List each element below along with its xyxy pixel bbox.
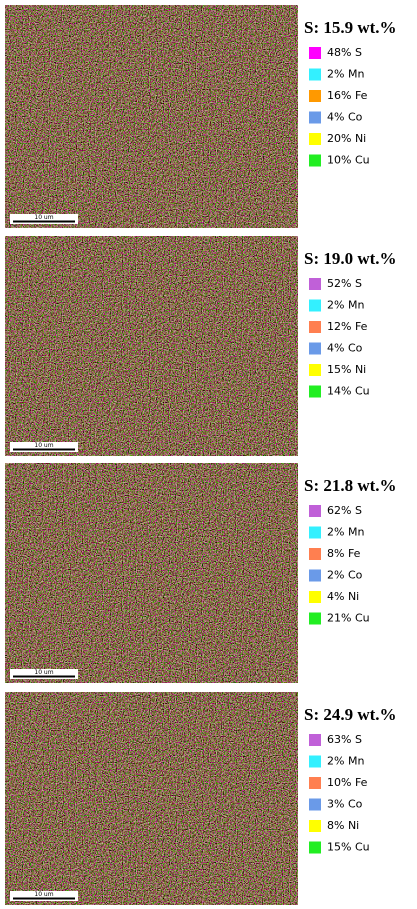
panel-title: S: 15.9 wt.% bbox=[304, 18, 397, 37]
legend-label: 62% S bbox=[327, 504, 362, 517]
scale-bar-label: 10 um bbox=[34, 891, 53, 898]
legend-label: 21% Cu bbox=[327, 612, 370, 625]
legend-label: 8% Fe bbox=[327, 547, 361, 560]
legend-label: 4% Ni bbox=[327, 590, 359, 603]
legend-label: 3% Co bbox=[327, 798, 363, 811]
legend-swatch bbox=[309, 112, 321, 124]
legend-label: 48% S bbox=[327, 46, 362, 59]
legend-label: 14% Cu bbox=[327, 385, 370, 398]
legend-label: 2% Co bbox=[327, 569, 363, 582]
legend-swatch bbox=[309, 570, 321, 582]
legend-label: 15% Cu bbox=[327, 841, 370, 854]
scale-bar-label: 10 um bbox=[34, 442, 53, 449]
page: 10 um S: 15.9 wt.% 48% S 2% Mn 16% Fe 4% Co 20… bbox=[0, 0, 417, 909]
legend-swatch bbox=[309, 591, 321, 603]
legend-swatch bbox=[309, 155, 321, 167]
legend-swatch bbox=[309, 548, 321, 560]
figure: 10 um S: 15.9 wt.% 48% S 2% Mn 16% Fe 4% Co 20… bbox=[0, 0, 417, 909]
legend-label: 2% Mn bbox=[327, 526, 364, 539]
legend-label: 20% Ni bbox=[327, 132, 366, 145]
eds-map bbox=[5, 692, 298, 905]
legend-swatch bbox=[309, 613, 321, 625]
legend-label: 15% Ni bbox=[327, 363, 366, 376]
eds-map bbox=[5, 5, 298, 228]
legend-label: 4% Co bbox=[327, 111, 363, 124]
legend-swatch bbox=[309, 90, 321, 102]
legend-swatch bbox=[309, 47, 321, 59]
legend-label: 16% Fe bbox=[327, 89, 368, 102]
legend-swatch bbox=[309, 820, 321, 832]
legend-label: 63% S bbox=[327, 733, 362, 746]
legend-swatch bbox=[309, 300, 321, 312]
legend-label: 10% Cu bbox=[327, 154, 370, 167]
legend-swatch bbox=[309, 842, 321, 854]
legend-label: 8% Ni bbox=[327, 819, 359, 832]
legend-label: 12% Fe bbox=[327, 320, 368, 333]
legend-swatch bbox=[309, 756, 321, 768]
legend-label: 2% Mn bbox=[327, 68, 364, 81]
legend-label: 2% Mn bbox=[327, 299, 364, 312]
legend-swatch bbox=[309, 505, 321, 517]
legend-swatch bbox=[309, 133, 321, 145]
legend-swatch bbox=[309, 278, 321, 290]
legend-swatch bbox=[309, 321, 321, 333]
scale-bar-label: 10 um bbox=[34, 669, 53, 676]
panel-title: S: 21.8 wt.% bbox=[304, 476, 397, 495]
legend-swatch bbox=[309, 777, 321, 789]
legend-label: 52% S bbox=[327, 277, 362, 290]
eds-map bbox=[5, 463, 298, 683]
legend-swatch bbox=[309, 799, 321, 811]
legend-swatch bbox=[309, 734, 321, 746]
legend-swatch bbox=[309, 386, 321, 398]
legend-label: 2% Mn bbox=[327, 755, 364, 768]
panel-title: S: 24.9 wt.% bbox=[304, 705, 397, 724]
legend-swatch bbox=[309, 69, 321, 81]
panel-title: S: 19.0 wt.% bbox=[304, 249, 397, 268]
legend-swatch bbox=[309, 343, 321, 355]
legend-swatch bbox=[309, 364, 321, 376]
eds-map bbox=[5, 236, 298, 456]
scale-bar-label: 10 um bbox=[34, 214, 53, 221]
legend-label: 4% Co bbox=[327, 342, 363, 355]
legend-label: 10% Fe bbox=[327, 776, 368, 789]
legend-swatch bbox=[309, 527, 321, 539]
